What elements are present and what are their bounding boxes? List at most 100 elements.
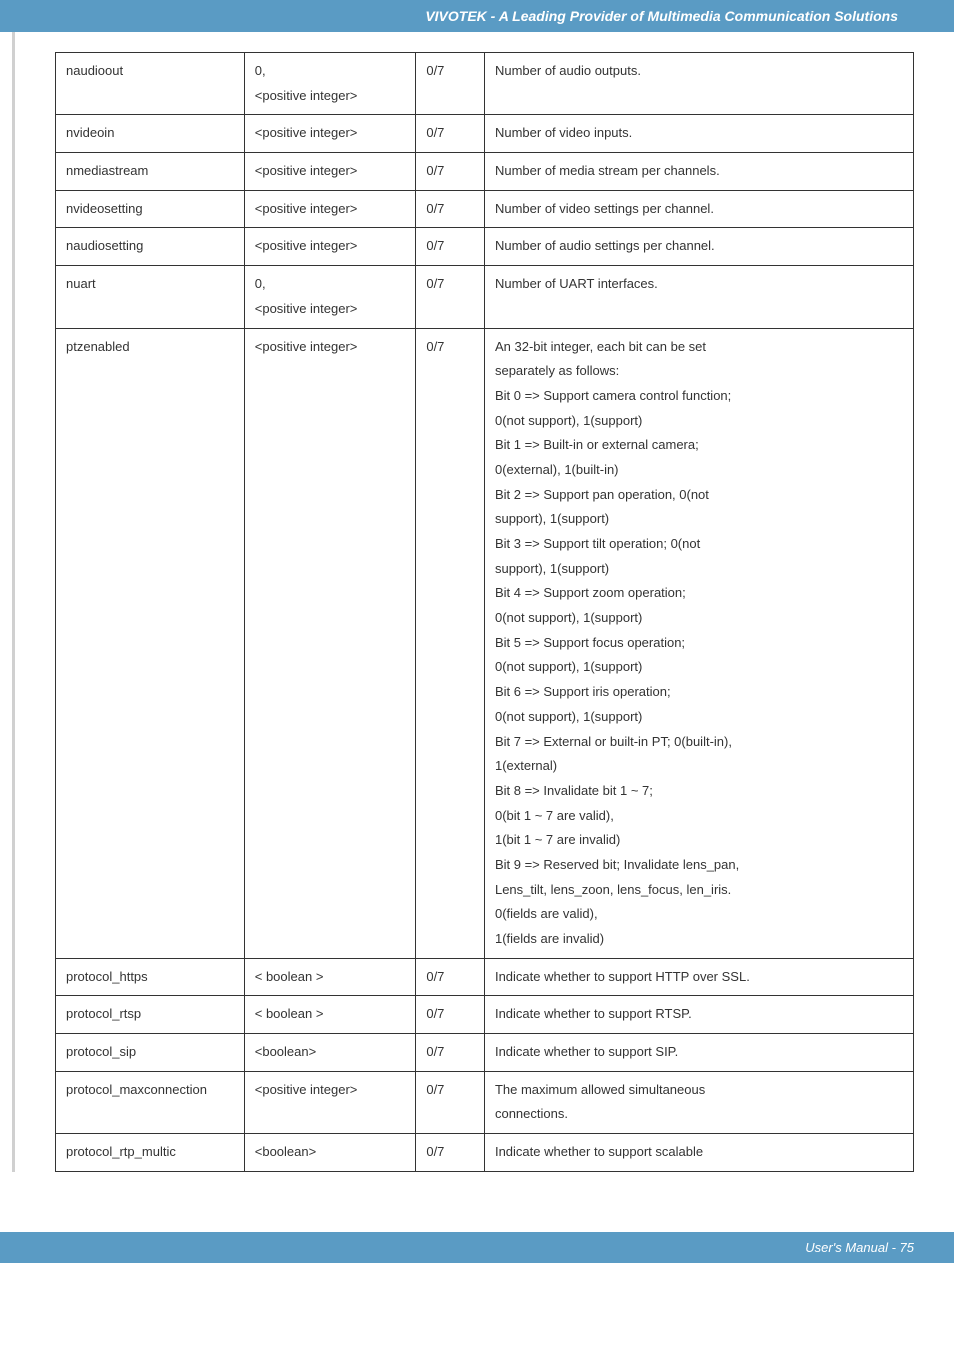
value-line: <positive integer> — [255, 84, 406, 109]
desc-line: Indicate whether to support scalable — [495, 1140, 903, 1165]
param-cell: nvideoin — [56, 115, 245, 153]
value-line: 0, — [255, 59, 406, 84]
desc-line: Bit 8 => Invalidate bit 1 ~ 7; — [495, 779, 903, 804]
code-cell: 0/7 — [416, 115, 485, 153]
desc-line: support), 1(support) — [495, 507, 903, 532]
desc-line: 0(not support), 1(support) — [495, 655, 903, 680]
value-line: <boolean> — [255, 1040, 406, 1065]
parameter-table-body: naudioout0,<positive integer>0/7Number o… — [56, 53, 914, 1172]
desc-line: 0(not support), 1(support) — [495, 409, 903, 434]
code-cell: 0/7 — [416, 996, 485, 1034]
value-line: < boolean > — [255, 1002, 406, 1027]
page-footer-text: User's Manual - 75 — [805, 1240, 914, 1255]
desc-cell: Number of media stream per channels. — [484, 153, 913, 191]
code-cell: 0/7 — [416, 1071, 485, 1133]
value-line: <positive integer> — [255, 197, 406, 222]
value-line: 0, — [255, 272, 406, 297]
value-line: <positive integer> — [255, 335, 406, 360]
desc-line: An 32-bit integer, each bit can be set — [495, 335, 903, 360]
param-cell: protocol_sip — [56, 1034, 245, 1072]
desc-line: Bit 4 => Support zoom operation; — [495, 581, 903, 606]
desc-line: Bit 7 => External or built-in PT; 0(buil… — [495, 730, 903, 755]
code-cell: 0/7 — [416, 266, 485, 328]
value-cell: <positive integer> — [244, 115, 416, 153]
desc-line: Lens_tilt, lens_zoon, lens_focus, len_ir… — [495, 878, 903, 903]
page-header-bar: VIVOTEK - A Leading Provider of Multimed… — [0, 0, 954, 32]
desc-line: Bit 2 => Support pan operation, 0(not — [495, 483, 903, 508]
desc-line: Number of video settings per channel. — [495, 197, 903, 222]
page-container: VIVOTEK - A Leading Provider of Multimed… — [0, 0, 954, 1263]
code-cell: 0/7 — [416, 1034, 485, 1072]
desc-line: Bit 9 => Reserved bit; Invalidate lens_p… — [495, 853, 903, 878]
param-cell: ptzenabled — [56, 328, 245, 958]
code-cell: 0/7 — [416, 228, 485, 266]
desc-line: Number of audio outputs. — [495, 59, 903, 84]
desc-line: Bit 0 => Support camera control function… — [495, 384, 903, 409]
table-row: naudiosetting <positive integer> 0/7 Number… — [56, 228, 914, 266]
table-row: naudioout0,<positive integer>0/7Number o… — [56, 53, 914, 115]
desc-cell: Indicate whether to support scalable — [484, 1134, 913, 1172]
param-cell: protocol_rtsp — [56, 996, 245, 1034]
value-cell: <positive integer> — [244, 153, 416, 191]
param-cell: nuart — [56, 266, 245, 328]
table-row: protocol_sip <boolean> 0/7 Indicate whether… — [56, 1034, 914, 1072]
desc-line: Indicate whether to support HTTP over SS… — [495, 965, 903, 990]
desc-cell: Number of video settings per channel. — [484, 190, 913, 228]
desc-line: 1(bit 1 ~ 7 are invalid) — [495, 828, 903, 853]
param-cell: naudioout — [56, 53, 245, 115]
desc-line: support), 1(support) — [495, 557, 903, 582]
page-header-title: VIVOTEK - A Leading Provider of Multimed… — [425, 8, 938, 24]
desc-cell: Number of UART interfaces. — [484, 266, 913, 328]
code-cell: 0/7 — [416, 53, 485, 115]
value-cell: <positive integer> — [244, 328, 416, 958]
desc-cell: Number of audio outputs. — [484, 53, 913, 115]
table-row: nmediastream <positive integer> 0/7 Number … — [56, 153, 914, 191]
value-cell: 0,<positive integer> — [244, 266, 416, 328]
desc-line: 1(external) — [495, 754, 903, 779]
value-cell: < boolean > — [244, 958, 416, 996]
param-cell: protocol_maxconnection — [56, 1071, 245, 1133]
table-row: nvideoin <positive integer> 0/7Number of v… — [56, 115, 914, 153]
value-line: <positive integer> — [255, 159, 406, 184]
desc-line: Number of UART interfaces. — [495, 272, 903, 297]
desc-line: Number of media stream per channels. — [495, 159, 903, 184]
desc-line: 0(external), 1(built-in) — [495, 458, 903, 483]
value-cell: <positive integer> — [244, 190, 416, 228]
value-cell: <boolean> — [244, 1134, 416, 1172]
param-cell: nvideosetting — [56, 190, 245, 228]
desc-cell: Indicate whether to support SIP. — [484, 1034, 913, 1072]
desc-line: Indicate whether to support SIP. — [495, 1040, 903, 1065]
param-cell: nmediastream — [56, 153, 245, 191]
desc-line: Number of audio settings per channel. — [495, 234, 903, 259]
table-row: protocol_https< boolean >0/7 Indicate whe… — [56, 958, 914, 996]
code-cell: 0/7 — [416, 1134, 485, 1172]
code-cell: 0/7 — [416, 958, 485, 996]
value-line: <positive integer> — [255, 1078, 406, 1103]
desc-line: separately as follows: — [495, 359, 903, 384]
content-area: naudioout0,<positive integer>0/7Number o… — [12, 32, 954, 1172]
value-cell: < boolean > — [244, 996, 416, 1034]
desc-line: Indicate whether to support RTSP. — [495, 1002, 903, 1027]
table-row: protocol_rtp_multic <boolean> 0/7 Indicate … — [56, 1134, 914, 1172]
param-cell: naudiosetting — [56, 228, 245, 266]
table-row: protocol_rtsp < boolean > 0/7 Indicate whet… — [56, 996, 914, 1034]
desc-line: 0(not support), 1(support) — [495, 606, 903, 631]
param-cell: protocol_https — [56, 958, 245, 996]
desc-cell: An 32-bit integer, each bit can be setse… — [484, 328, 913, 958]
desc-cell: Number of audio settings per channel. — [484, 228, 913, 266]
value-line: <positive integer> — [255, 234, 406, 259]
table-row: nvideosetting <positive integer> 0/7 Number… — [56, 190, 914, 228]
value-cell: <positive integer> — [244, 1071, 416, 1133]
value-cell: 0,<positive integer> — [244, 53, 416, 115]
desc-line: The maximum allowed simultaneous — [495, 1078, 903, 1103]
code-cell: 0/7 — [416, 190, 485, 228]
table-row: ptzenabled<positive integer>0/7An 32-bit… — [56, 328, 914, 958]
desc-cell: Number of video inputs. — [484, 115, 913, 153]
desc-cell: Indicate whether to support RTSP. — [484, 996, 913, 1034]
code-cell: 0/7 — [416, 153, 485, 191]
value-line: <boolean> — [255, 1140, 406, 1165]
param-cell: protocol_rtp_multic — [56, 1134, 245, 1172]
value-line: <positive integer> — [255, 121, 406, 146]
value-cell: <positive integer> — [244, 228, 416, 266]
desc-line: 0(fields are valid), — [495, 902, 903, 927]
